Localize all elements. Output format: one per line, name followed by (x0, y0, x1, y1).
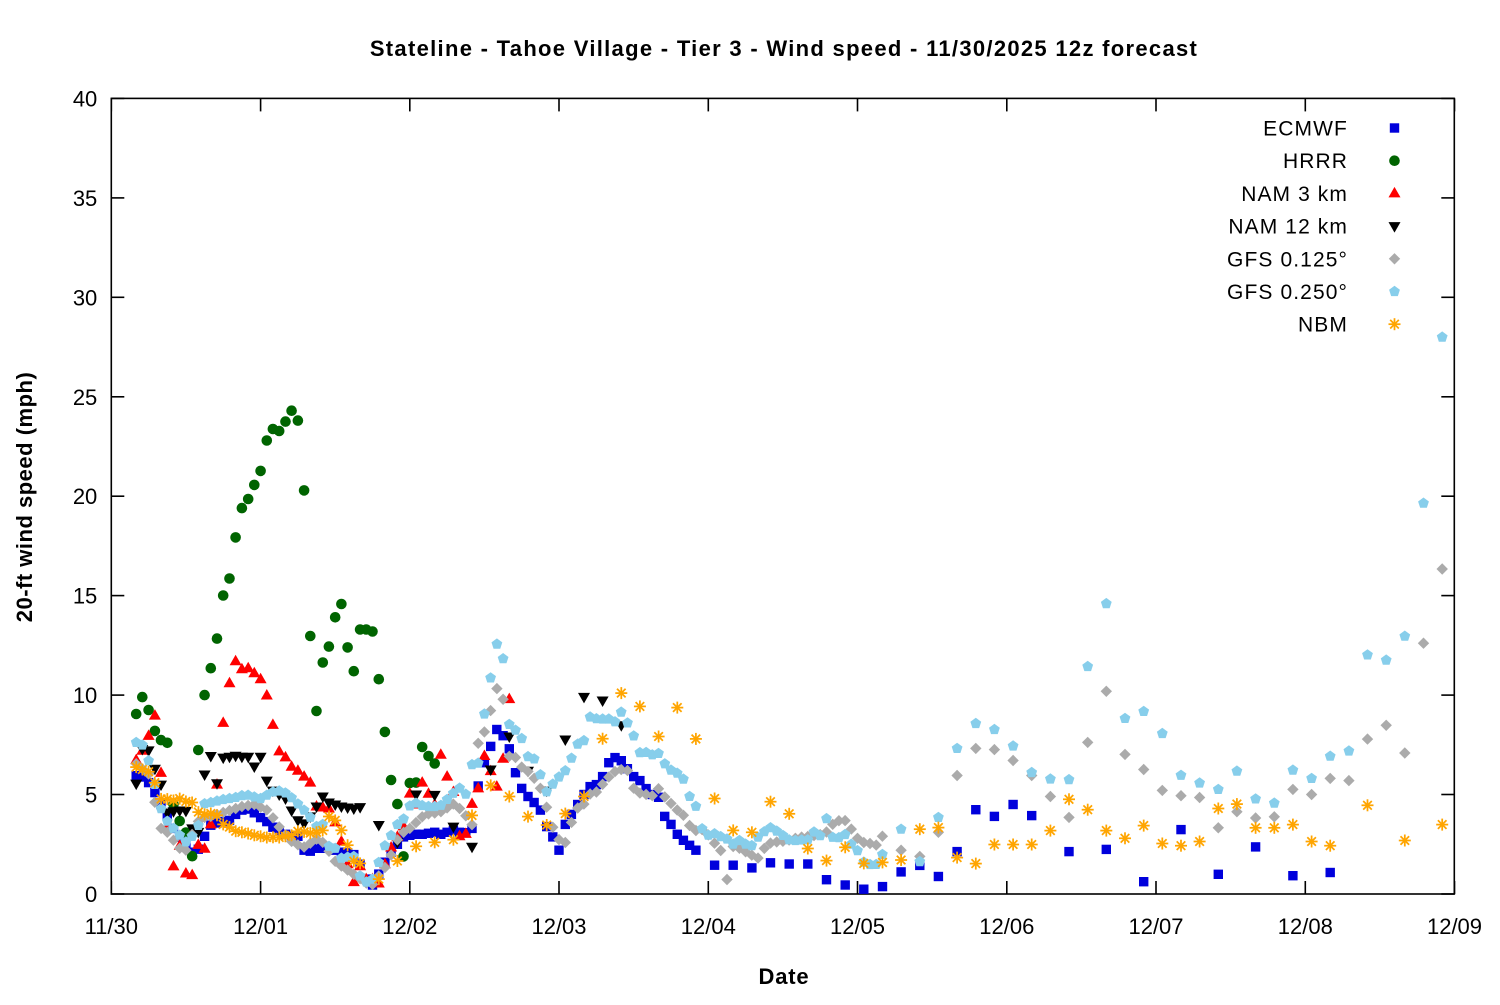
svg-text:35: 35 (73, 186, 97, 211)
svg-text:15: 15 (73, 584, 97, 609)
svg-text:12/09: 12/09 (1427, 914, 1482, 939)
svg-text:30: 30 (73, 285, 97, 310)
svg-text:GFS 0.250°: GFS 0.250° (1227, 281, 1348, 304)
svg-text:NAM 12 km: NAM 12 km (1228, 216, 1348, 239)
svg-text:ECMWF: ECMWF (1263, 118, 1348, 141)
svg-text:40: 40 (73, 86, 97, 111)
svg-text:12/07: 12/07 (1128, 914, 1183, 939)
svg-text:12/02: 12/02 (382, 914, 437, 939)
svg-text:Stateline - Tahoe Village - Ti: Stateline - Tahoe Village - Tier 3 - Win… (370, 36, 1198, 61)
svg-text:12/05: 12/05 (830, 914, 885, 939)
svg-text:NAM 3 km: NAM 3 km (1241, 183, 1348, 206)
svg-text:12/01: 12/01 (233, 914, 288, 939)
svg-text:12/03: 12/03 (531, 914, 586, 939)
svg-text:11/30: 11/30 (85, 914, 138, 939)
svg-text:25: 25 (73, 385, 97, 410)
svg-text:12/06: 12/06 (979, 914, 1034, 939)
svg-text:Date: Date (759, 964, 810, 989)
svg-text:20-ft wind speed (mph): 20-ft wind speed (mph) (12, 372, 37, 623)
svg-text:5: 5 (85, 783, 97, 808)
svg-text:10: 10 (73, 683, 97, 708)
svg-text:NBM: NBM (1298, 314, 1348, 337)
svg-text:0: 0 (85, 882, 97, 907)
svg-text:20: 20 (73, 484, 97, 509)
svg-text:HRRR: HRRR (1283, 150, 1348, 173)
svg-text:12/08: 12/08 (1278, 914, 1333, 939)
svg-text:12/04: 12/04 (681, 914, 736, 939)
svg-text:GFS 0.125°: GFS 0.125° (1227, 248, 1348, 271)
